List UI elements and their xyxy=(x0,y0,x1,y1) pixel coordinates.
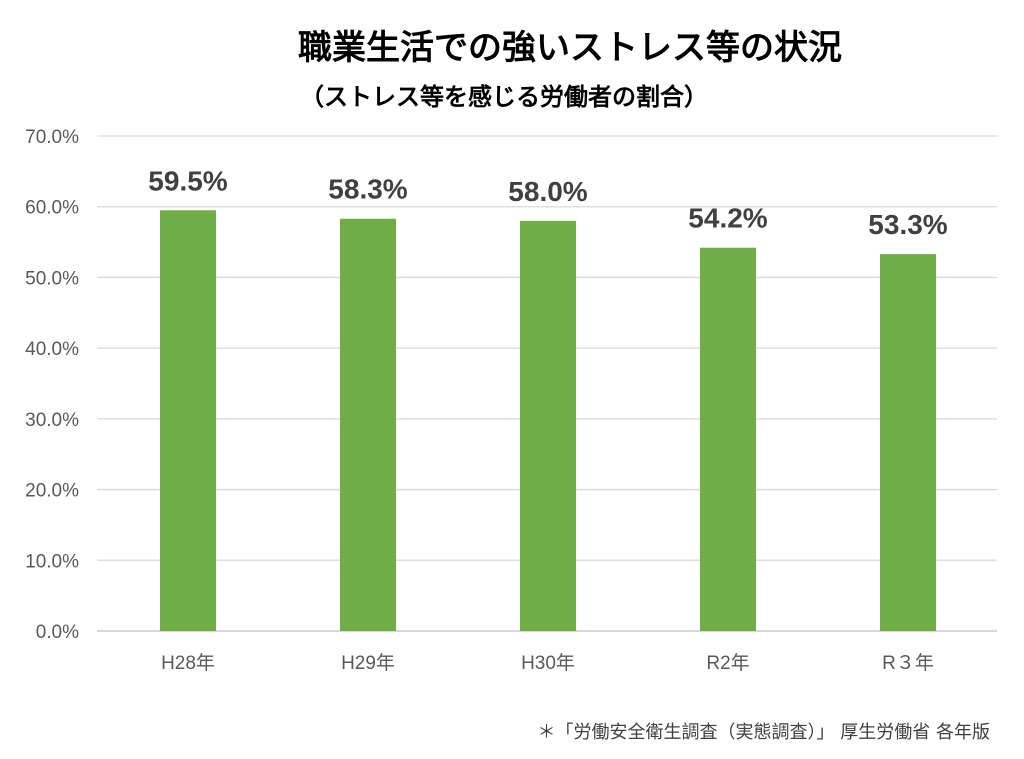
x-category-label: R３年 xyxy=(882,652,934,674)
x-category-label: H28年 xyxy=(161,652,215,674)
x-category-label: H30年 xyxy=(521,652,575,674)
y-tick-label: 50.0% xyxy=(25,268,79,289)
data-label: 59.5% xyxy=(148,165,227,196)
data-label: 54.2% xyxy=(688,203,767,234)
data-label: 58.3% xyxy=(328,174,407,205)
y-tick-label: 40.0% xyxy=(25,339,79,360)
bar xyxy=(880,254,936,632)
x-category-label: H29年 xyxy=(341,652,395,674)
data-labels: 59.5% 58.3% 58.0% 54.2% 53.3% xyxy=(148,165,947,240)
y-tick-label: 10.0% xyxy=(25,551,79,572)
y-axis-tick-labels: 0.0% 10.0% 20.0% 30.0% 40.0% 50.0% 60.0% 70.0% xyxy=(25,127,79,643)
source-footnote: ＊「労働安全衛生調査（実態調査）」 厚生労働省 各年版 xyxy=(537,722,990,743)
y-tick-label: 30.0% xyxy=(25,410,79,431)
chart-subtitle: （ストレス等を感じる労働者の割合） xyxy=(300,83,708,111)
data-label: 53.3% xyxy=(868,209,947,240)
bar xyxy=(340,218,396,631)
bar xyxy=(520,220,576,631)
y-tick-label: 70.0% xyxy=(25,127,79,148)
y-tick-label: 20.0% xyxy=(25,481,79,502)
data-label: 58.0% xyxy=(508,176,587,207)
bars xyxy=(160,210,936,632)
y-tick-label: 0.0% xyxy=(36,622,79,643)
chart-title: 職業生活での強いストレス等の状況 xyxy=(298,28,842,68)
x-category-label: R2年 xyxy=(706,652,749,674)
x-axis-category-labels: H28年 H29年 H30年 R2年 R３年 xyxy=(161,652,934,674)
bar xyxy=(160,210,216,631)
bar xyxy=(700,247,756,631)
y-tick-label: 60.0% xyxy=(25,198,79,219)
